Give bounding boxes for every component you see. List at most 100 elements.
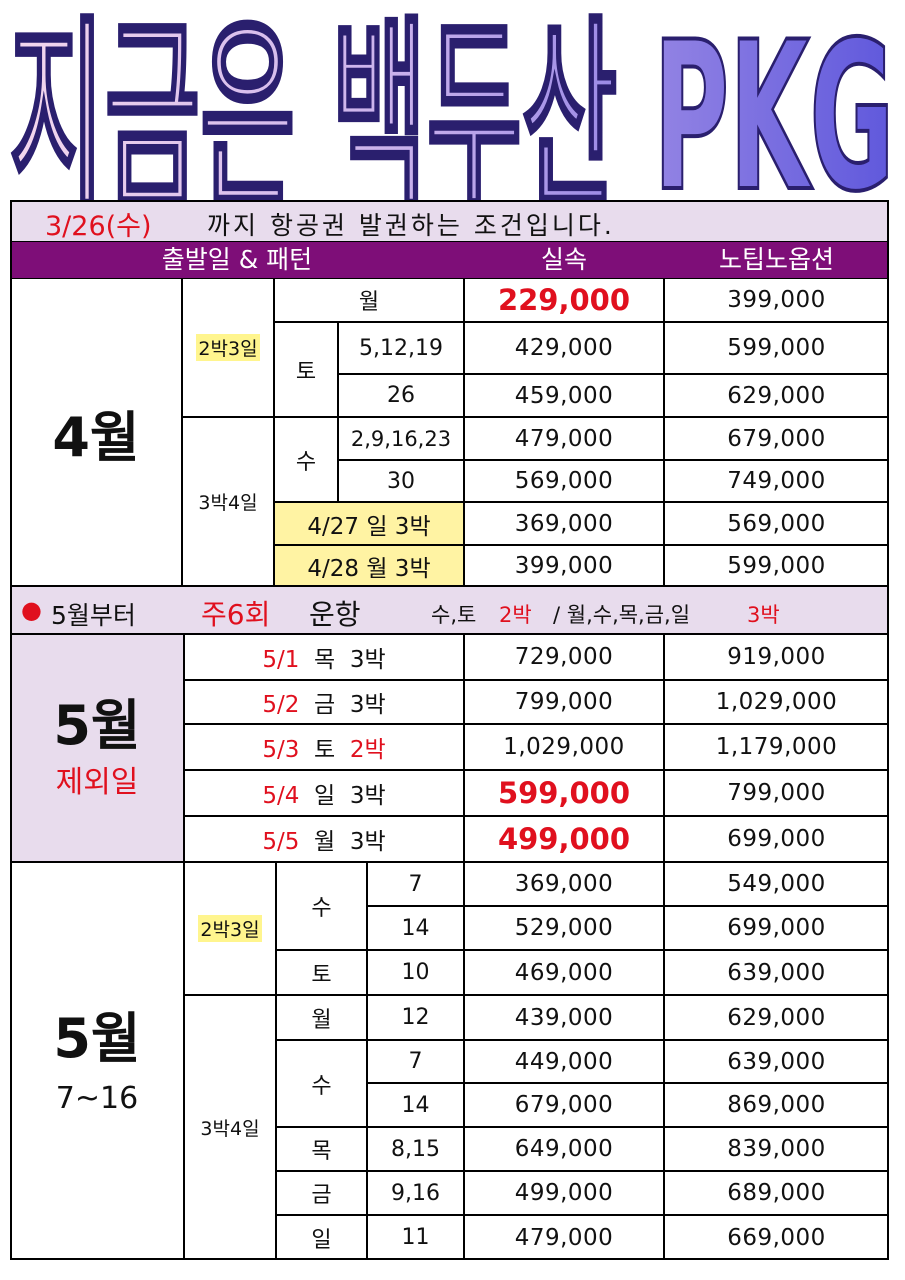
price-notip-value: 839,000 <box>727 1136 826 1162</box>
price-notip-value: 639,000 <box>727 959 826 986</box>
may-excl-date: 5/4 일 3박 <box>184 770 464 816</box>
price-notip-value: 699,000 <box>727 826 826 852</box>
day-cell: 일 <box>276 1215 367 1260</box>
price-notip-value: 669,000 <box>727 1224 826 1251</box>
date-value: 10 <box>401 960 430 985</box>
may-notice-days: / 월,수,목,금,일 <box>553 603 691 627</box>
may-sub-label: 7~16 <box>55 1081 139 1116</box>
may-notice-days: 수,토 <box>431 603 477 627</box>
price-basic: 499,000 <box>464 1171 664 1215</box>
april-month-label: 4월 <box>52 405 140 469</box>
price-basic-value: 569,000 <box>514 468 614 494</box>
price-basic-value: 469,000 <box>514 959 614 986</box>
price-basic-value: 229,000 <box>497 283 631 317</box>
date-value: 26 <box>387 383 415 408</box>
price-notip: 599,000 <box>664 322 889 374</box>
day-label: 월 <box>358 290 380 315</box>
date-value: 4/27 일 3박 <box>307 513 431 540</box>
price-basic: 459,000 <box>464 374 664 417</box>
day-label: 수 <box>295 449 317 475</box>
price-basic-value: 1,029,000 <box>503 734 625 760</box>
price-basic-value: 479,000 <box>514 425 614 452</box>
day-label: 목 <box>311 1139 332 1164</box>
date-cell: 9,16 <box>367 1171 464 1215</box>
price-notip: 679,000 <box>664 417 889 460</box>
day-label: 수 <box>311 896 332 921</box>
date-value: 7 <box>408 1049 423 1074</box>
day-cell: 월 <box>276 995 367 1040</box>
price-basic: 399,000 <box>464 545 664 586</box>
may-pattern-3n4d: 3박4일 <box>184 995 276 1260</box>
price-basic-value: 499,000 <box>514 1180 614 1206</box>
header-pattern: 출발일 & 패턴 <box>161 245 313 274</box>
may-month-label: 5월 <box>53 1007 141 1070</box>
price-basic: 369,000 <box>464 862 664 906</box>
date-cell: 14 <box>367 906 464 950</box>
price-notip: 869,000 <box>664 1083 889 1127</box>
excl-date-line: 5/5 월 3박 <box>262 822 385 856</box>
may-excl-date: 5/3 토 2박 <box>184 724 464 770</box>
price-basic-value: 799,000 <box>514 689 614 715</box>
price-notip-value: 699,000 <box>727 915 826 941</box>
date-cell: 8,15 <box>367 1127 464 1171</box>
april-day-sat: 토 <box>274 322 338 417</box>
date-cell: 2,9,16,23 <box>338 417 464 460</box>
price-basic: 229,000 <box>464 278 664 322</box>
header-notip: 노팁노옵션 <box>718 245 834 274</box>
bullet-icon: ● <box>21 596 42 624</box>
price-notip: 699,000 <box>664 816 889 862</box>
april-month: 4월 <box>10 278 182 586</box>
price-basic: 649,000 <box>464 1127 664 1171</box>
price-notip-value: 869,000 <box>727 1092 826 1118</box>
price-notip-value: 399,000 <box>727 287 826 313</box>
may-notice-nights: 3박 <box>747 603 780 627</box>
day-cell: 수 <box>276 1040 367 1127</box>
day-label: 토 <box>311 962 332 988</box>
may-pattern-2n3d-label: 2박3일 <box>198 915 262 942</box>
price-notip: 919,000 <box>664 634 889 680</box>
excl-day: 토 <box>314 737 336 763</box>
excl-date-line: 5/4 일 3박 <box>262 776 385 810</box>
excl-date: 5/1 <box>262 647 300 673</box>
price-basic-value: 439,000 <box>514 1004 614 1031</box>
may-excl-date: 5/2 금 3박 <box>184 680 464 724</box>
date-value: 7 <box>408 871 423 897</box>
title-text: 지금은 백두산 PKG <box>10 0 895 200</box>
excl-nights: 2박 <box>349 737 386 763</box>
price-basic: 599,000 <box>464 770 664 816</box>
price-basic-value: 459,000 <box>514 382 614 409</box>
price-notip-value: 599,000 <box>727 335 826 361</box>
price-basic: 569,000 <box>464 460 664 502</box>
may-excl-date: 5/5 월 3박 <box>184 816 464 862</box>
date-cell: 5,12,19 <box>338 322 464 374</box>
may-notice-text: 5월부터 <box>51 601 136 630</box>
price-basic: 1,029,000 <box>464 724 664 770</box>
price-notip-value: 549,000 <box>727 871 826 897</box>
excl-nights: 3박 <box>349 829 386 855</box>
price-basic-value: 649,000 <box>514 1136 614 1162</box>
price-notip: 1,179,000 <box>664 724 889 770</box>
price-notip: 699,000 <box>664 906 889 950</box>
excl-day: 금 <box>314 692 336 718</box>
april-pattern-3n4d: 3박4일 <box>182 417 274 586</box>
price-notip: 569,000 <box>664 502 889 545</box>
price-basic-value: 399,000 <box>514 552 614 579</box>
price-basic-value: 429,000 <box>514 335 614 361</box>
may-notice-text: 운항 <box>309 598 361 631</box>
may-month: 5월 7~16 <box>10 862 184 1260</box>
price-notip: 689,000 <box>664 1171 889 1215</box>
date-cell: 7 <box>367 1040 464 1083</box>
date-value: 2,9,16,23 <box>350 426 452 451</box>
excl-day: 일 <box>314 783 336 809</box>
day-label: 월 <box>311 1007 332 1033</box>
excl-nights: 3박 <box>349 783 386 809</box>
price-basic: 479,000 <box>464 417 664 460</box>
price-basic-value: 499,000 <box>497 822 631 856</box>
price-basic-value: 449,000 <box>514 1048 614 1075</box>
notice-date: 3/26(수) <box>45 211 152 242</box>
price-notip: 629,000 <box>664 995 889 1040</box>
price-notip-value: 749,000 <box>727 468 826 494</box>
price-notip: 399,000 <box>664 278 889 322</box>
price-basic: 529,000 <box>464 906 664 950</box>
table-row: 월 <box>274 278 464 322</box>
